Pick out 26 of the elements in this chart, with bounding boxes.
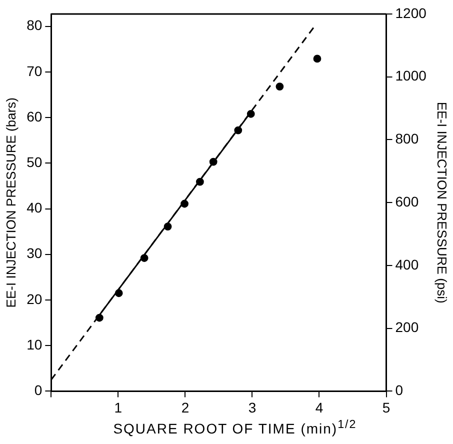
x-axis-title: SQUARE ROOT OF TIME (min)$^{1/2}$ (112, 418, 358, 437)
y-tick-label: 10 (26, 336, 42, 352)
y-tick-label: 20 (26, 290, 42, 307)
point (276, 82, 284, 90)
y-tick-label: 30 (26, 245, 42, 262)
x-tick-label: 4 (315, 399, 324, 416)
y2-tick-label: 600 (395, 193, 419, 210)
y2-tick-label: 800 (395, 130, 419, 147)
x-tick-label: 3 (248, 399, 256, 416)
y2-tick-label: 0 (395, 382, 404, 398)
y2-tick-label: 1200 (395, 4, 427, 21)
x-tick-label: 1 (114, 399, 122, 416)
y-axis-title: EE-I INJECTION PRESSURE (bars) (3, 98, 18, 308)
y-tick-label: 80 (26, 17, 42, 34)
y-tick-label: 70 (26, 62, 42, 79)
x-tick-label: 2 (181, 399, 190, 416)
y2-axis-title: EE-I INJECTION PRESSURE (psi) (434, 102, 450, 304)
y2-tick-label: 200 (395, 319, 419, 336)
y-tick-label: 40 (26, 200, 42, 216)
y2-tick-label: 1000 (395, 68, 427, 84)
y-tick-label: 0 (34, 382, 42, 398)
y-tick-label: 60 (26, 108, 42, 124)
y2-tick-label: 400 (395, 256, 419, 272)
y-tick-label: 50 (26, 154, 42, 170)
x-tick-label: 5 (382, 399, 390, 416)
point (313, 54, 322, 63)
